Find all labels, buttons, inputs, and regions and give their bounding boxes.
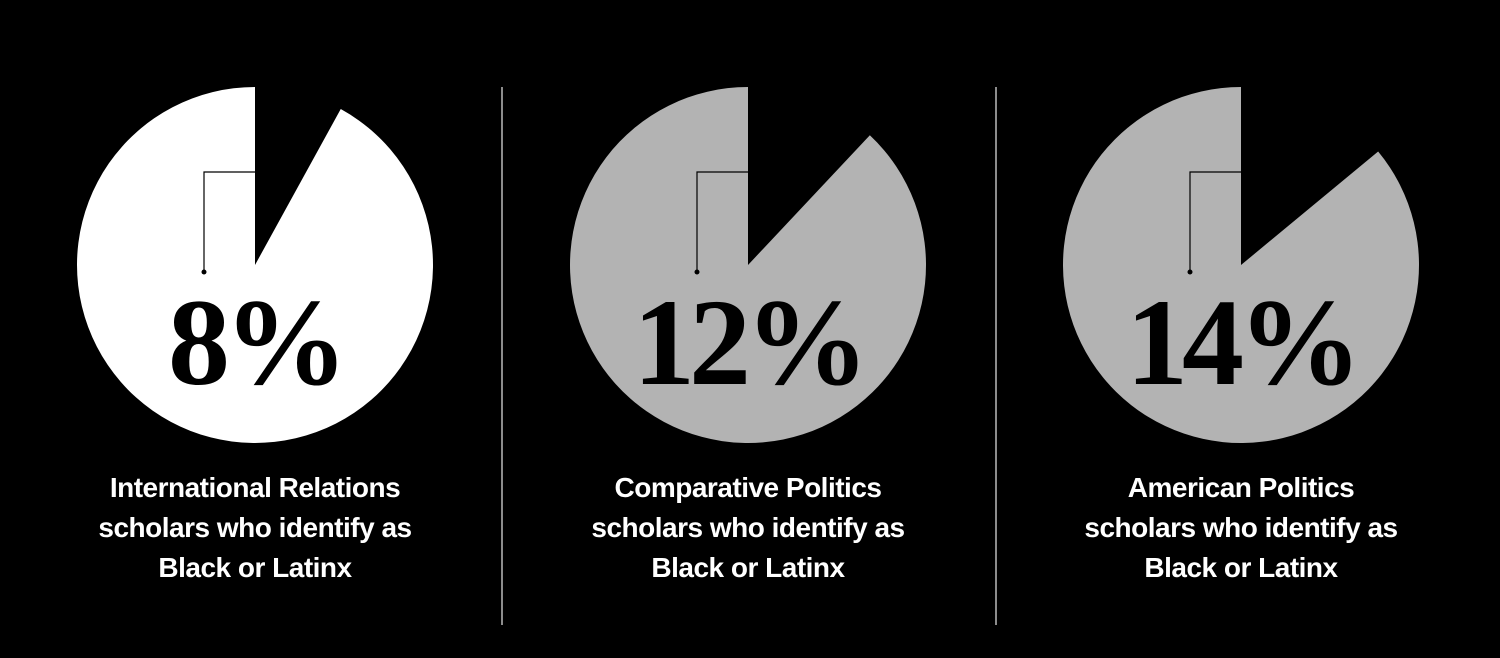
pie-slice [77,87,434,443]
leader-line [696,171,748,272]
pie-slice [570,87,926,443]
leader-line [203,171,255,272]
caption-line: scholars who identify as [1084,512,1397,543]
caption-line: Comparative Politics [615,472,882,503]
leader-dot [694,269,700,275]
pie-slice [1062,87,1419,443]
caption-line: Black or Latinx [651,552,845,583]
caption-line: scholars who identify as [98,512,411,543]
value-label: 14% [1126,274,1356,411]
value-label: 8% [168,274,342,411]
caption-line: Black or Latinx [158,552,352,583]
leader-dot [201,269,207,275]
leader-line [1189,171,1241,272]
caption-line: scholars who identify as [591,512,904,543]
leader-dot [1187,269,1193,275]
caption-line: Black or Latinx [1144,552,1338,583]
caption-line: American Politics [1128,472,1354,503]
value-label: 12% [633,274,863,411]
caption-line: International Relations [110,472,400,503]
